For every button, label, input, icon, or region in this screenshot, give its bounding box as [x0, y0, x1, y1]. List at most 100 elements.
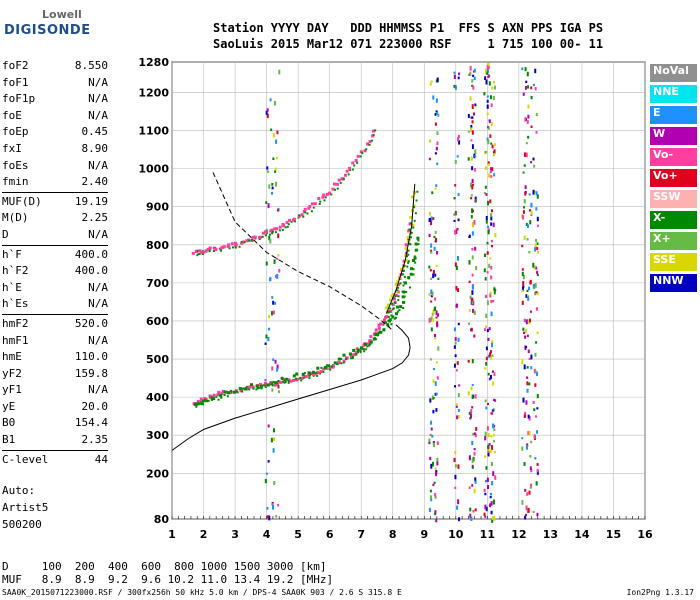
param-row: foEs N/A: [2, 158, 108, 175]
trace-point: [356, 348, 360, 352]
trace-point: [293, 220, 296, 223]
trace-point: [388, 318, 392, 322]
interference-mark: [453, 71, 456, 74]
interference-mark: [524, 411, 527, 417]
trace-point: [357, 351, 360, 354]
trace-point: [390, 294, 394, 298]
interference-mark: [454, 486, 457, 490]
auto-scaling-info: Auto: Artist5 500200: [2, 482, 48, 533]
trace-point: [315, 372, 318, 375]
interference-mark: [486, 104, 489, 109]
trace-point: [385, 306, 389, 310]
trace-point: [241, 390, 244, 393]
param-name: hmF2: [2, 316, 29, 330]
trace-point: [356, 154, 360, 158]
interference-mark: [530, 211, 533, 215]
interference-mark: [527, 114, 530, 119]
trace-point: [354, 158, 358, 162]
interference-mark: [490, 175, 493, 178]
interference-mark: [487, 451, 490, 454]
interference-mark: [436, 250, 439, 255]
trace-point: [284, 380, 287, 383]
trace-point: [404, 258, 408, 262]
interference-mark: [432, 483, 435, 486]
trace-point: [386, 311, 390, 315]
param-value: N/A: [88, 75, 108, 89]
interference-mark: [433, 235, 436, 239]
interference-mark: [535, 207, 538, 211]
trace-point: [325, 192, 329, 196]
trace-point: [317, 196, 321, 200]
interference-mark: [454, 464, 457, 468]
interference-mark: [271, 186, 274, 190]
interference-mark: [487, 225, 490, 229]
interference-mark: [491, 209, 494, 213]
interference-mark: [526, 381, 529, 386]
interference-mark: [264, 379, 267, 382]
trace-point: [319, 200, 322, 203]
interference-mark: [487, 161, 490, 164]
trace-point: [240, 387, 243, 390]
trace-point: [340, 177, 344, 181]
trace-point: [413, 219, 416, 222]
interference-mark: [489, 292, 492, 298]
muf-row: MUF 8.9 8.9 9.2 9.6 10.2 11.0 13.4 19.2 …: [2, 573, 334, 586]
trace-point: [197, 249, 200, 252]
interference-mark: [436, 77, 439, 83]
y-tick-label: 1200: [138, 86, 169, 99]
interference-mark: [532, 262, 535, 268]
trace-point: [294, 377, 297, 380]
interference-mark: [457, 134, 460, 139]
interference-mark: [454, 474, 457, 480]
interference-mark: [488, 443, 491, 446]
interference-mark: [483, 92, 486, 96]
param-row: yF2 159.8: [2, 366, 108, 383]
trace-point: [310, 202, 314, 206]
interference-mark: [486, 99, 489, 103]
trace-point: [411, 258, 415, 262]
interference-mark: [269, 239, 272, 244]
series-line: [385, 183, 416, 314]
trace-point: [359, 155, 362, 158]
param-row: h`F2 400.0: [2, 263, 108, 280]
trace-point: [386, 323, 390, 327]
interference-mark: [471, 458, 474, 463]
interference-mark: [490, 350, 493, 354]
trace-point: [408, 277, 411, 280]
trace-point: [333, 361, 337, 365]
interference-mark: [484, 436, 487, 441]
interference-mark: [470, 124, 473, 128]
auto-software: Artist5: [2, 501, 49, 514]
interference-mark: [523, 364, 526, 370]
trace-point: [271, 232, 274, 235]
interference-mark: [428, 507, 431, 512]
param-name: B0: [2, 416, 16, 430]
interference-mark: [454, 341, 457, 345]
interference-mark: [265, 201, 268, 205]
interference-mark: [429, 82, 432, 86]
interference-mark: [469, 182, 472, 188]
interference-mark: [487, 229, 490, 235]
interference-mark: [484, 399, 487, 403]
trace-point: [417, 243, 420, 246]
interference-mark: [471, 255, 474, 260]
interference-mark: [455, 303, 458, 308]
interference-mark: [474, 246, 477, 251]
interference-mark: [277, 233, 280, 239]
trace-point: [365, 148, 368, 151]
interference-mark: [457, 337, 460, 342]
interference-mark: [487, 75, 490, 78]
interference-mark: [535, 191, 538, 196]
interference-mark: [275, 515, 278, 518]
trace-point: [216, 393, 220, 397]
interference-mark: [434, 230, 437, 234]
trace-point: [330, 365, 333, 368]
interference-mark: [487, 372, 490, 376]
interference-mark: [486, 67, 489, 73]
interference-mark: [529, 220, 532, 225]
interference-mark: [467, 322, 470, 325]
trace-point: [230, 390, 233, 393]
interference-mark: [473, 432, 476, 436]
interference-mark: [486, 112, 489, 116]
interference-mark: [457, 322, 460, 326]
